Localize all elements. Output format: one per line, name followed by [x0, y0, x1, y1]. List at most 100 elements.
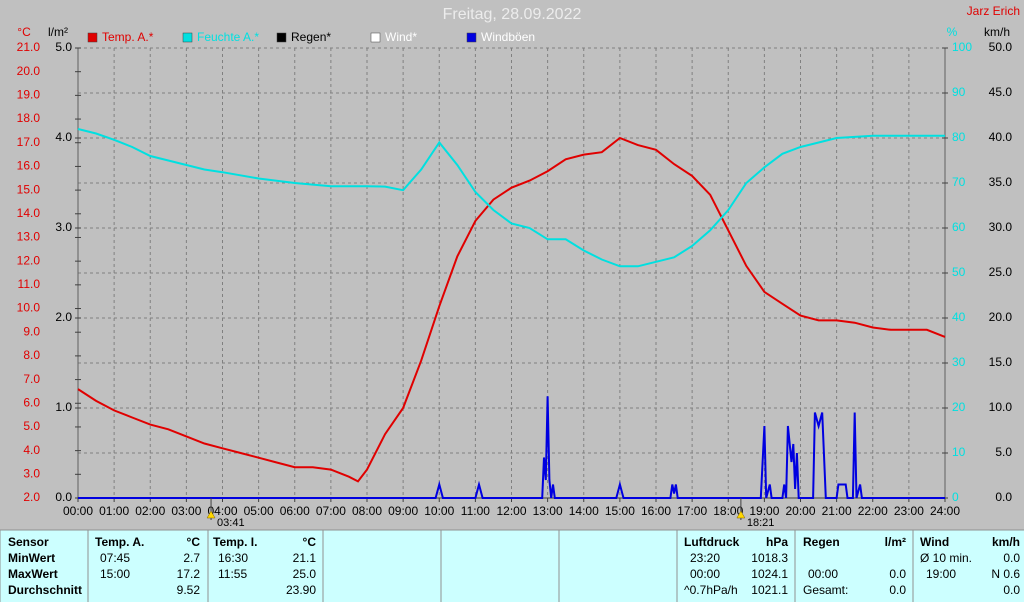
summary-table: [0, 530, 1024, 602]
y4-tick-label: 40.0: [989, 130, 1013, 144]
x-tick-label: 17:00: [677, 504, 707, 518]
series-line: [77, 136, 946, 483]
table-cell: 0.0: [889, 567, 906, 581]
legend-label: Temp. A.*: [102, 30, 154, 44]
table-cell: Gesamt:: [803, 583, 848, 597]
y4-tick-label: 5.0: [995, 445, 1012, 459]
x-tick-label: 15:00: [605, 504, 635, 518]
y2-tick-label: 70: [952, 175, 966, 189]
table-cell: 1024.1: [751, 567, 788, 581]
y-tick-label: 2.0: [23, 490, 40, 504]
table-cell: 19:00: [926, 567, 956, 581]
y3-tick-label: 1.0: [55, 400, 72, 414]
legend-label: Regen*: [291, 30, 331, 44]
sun-icon: [736, 510, 746, 519]
table-cell: 1018.3: [751, 551, 788, 565]
table-header: °C: [187, 535, 201, 549]
x-tick-label: 16:00: [641, 504, 671, 518]
legend-label: Feuchte A.*: [197, 30, 259, 44]
x-tick-label: 07:00: [316, 504, 346, 518]
y2-tick-label: 40: [952, 310, 966, 324]
table-header: Durchschnitt: [8, 583, 82, 597]
table-header: Sensor: [8, 535, 49, 549]
y-tick-label: 11.0: [18, 277, 41, 291]
legend-label: Windböen: [481, 30, 535, 44]
table-cell: 11:55: [218, 567, 247, 581]
y-tick-label: 5.0: [23, 419, 40, 433]
y-tick-label: 14.0: [17, 206, 41, 220]
table-cell: 15:00: [100, 567, 130, 581]
y3-axis-unit: l/m²: [48, 25, 68, 39]
x-tick-label: 22:00: [858, 504, 888, 518]
x-tick-label: 13:00: [533, 504, 563, 518]
y2-axis-unit: %: [947, 25, 958, 39]
x-tick-label: 21:00: [822, 504, 852, 518]
y-axis-unit: °C: [17, 25, 31, 39]
y-tick-label: 8.0: [23, 348, 40, 362]
x-tick-label: 03:00: [171, 504, 201, 518]
y4-tick-label: 25.0: [989, 265, 1013, 279]
y3-tick-label: 3.0: [55, 220, 72, 234]
table-header: hPa: [766, 535, 788, 549]
y2-tick-label: 10: [952, 445, 966, 459]
sun-icon: [206, 510, 216, 519]
x-tick-label: 02:00: [135, 504, 165, 518]
table-cell: 07:45: [100, 551, 130, 565]
y2-tick-label: 30: [952, 355, 966, 369]
y-tick-label: 12.0: [17, 253, 41, 267]
y-tick-label: 13.0: [17, 230, 41, 244]
table-header: Regen: [803, 535, 840, 549]
y-tick-label: 17.0: [17, 135, 41, 149]
table-header: Luftdruck: [684, 535, 740, 549]
y4-axis-unit: km/h: [984, 25, 1010, 39]
chart-title: Freitag, 28.09.2022: [443, 6, 582, 23]
table-cell: 00:00: [808, 567, 838, 581]
y2-tick-label: 80: [952, 130, 966, 144]
y4-tick-label: 10.0: [989, 400, 1013, 414]
x-tick-label: 05:00: [244, 504, 274, 518]
x-tick-label: 01:00: [99, 504, 129, 518]
legend-swatch: [466, 32, 477, 43]
table-header: Wind: [920, 535, 949, 549]
x-tick-label: 08:00: [352, 504, 382, 518]
x-tick-label: 18:00: [713, 504, 743, 518]
y-tick-label: 3.0: [23, 466, 40, 480]
x-tick-label: 11:00: [461, 504, 490, 518]
legend-swatch: [276, 32, 287, 43]
table-cell: ^0.7hPa/h: [684, 583, 738, 597]
table-cell: 17.2: [177, 567, 201, 581]
table-cell: 9.52: [177, 583, 201, 597]
x-tick-label: 19:00: [749, 504, 779, 518]
y3-tick-label: 0.0: [55, 490, 72, 504]
series-line: [78, 396, 945, 499]
table-cell: 25.0: [293, 567, 317, 581]
y4-tick-label: 45.0: [989, 85, 1013, 99]
table-cell: 2.7: [183, 551, 200, 565]
legend-swatch: [87, 32, 98, 43]
y-tick-label: 16.0: [17, 159, 41, 173]
x-tick-label: 23:00: [894, 504, 924, 518]
y-tick-label: 4.0: [23, 443, 40, 457]
y4-tick-label: 15.0: [989, 355, 1013, 369]
table-header: MinWert: [8, 551, 55, 565]
table-cell: 0.0: [1003, 583, 1020, 597]
x-tick-label: 20:00: [785, 504, 815, 518]
legend-swatch: [182, 32, 193, 43]
y-tick-label: 18.0: [17, 111, 41, 125]
table-cell: 00:00: [690, 567, 720, 581]
table-cell: 23.90: [286, 583, 316, 597]
y2-tick-label: 20: [952, 400, 966, 414]
y-tick-label: 21.0: [17, 40, 41, 54]
y-tick-label: 19.0: [17, 88, 41, 102]
table-cell: 16:30: [218, 551, 248, 565]
table-header: °C: [303, 535, 317, 549]
y3-tick-label: 5.0: [55, 40, 72, 54]
table-header: MaxWert: [8, 567, 58, 581]
y3-tick-label: 2.0: [55, 310, 72, 324]
y4-tick-label: 35.0: [989, 175, 1013, 189]
y-tick-label: 9.0: [23, 324, 40, 338]
legend-label: Wind*: [385, 30, 417, 44]
y4-tick-label: 0.0: [995, 490, 1012, 504]
sun-time: 03:41: [217, 517, 245, 529]
